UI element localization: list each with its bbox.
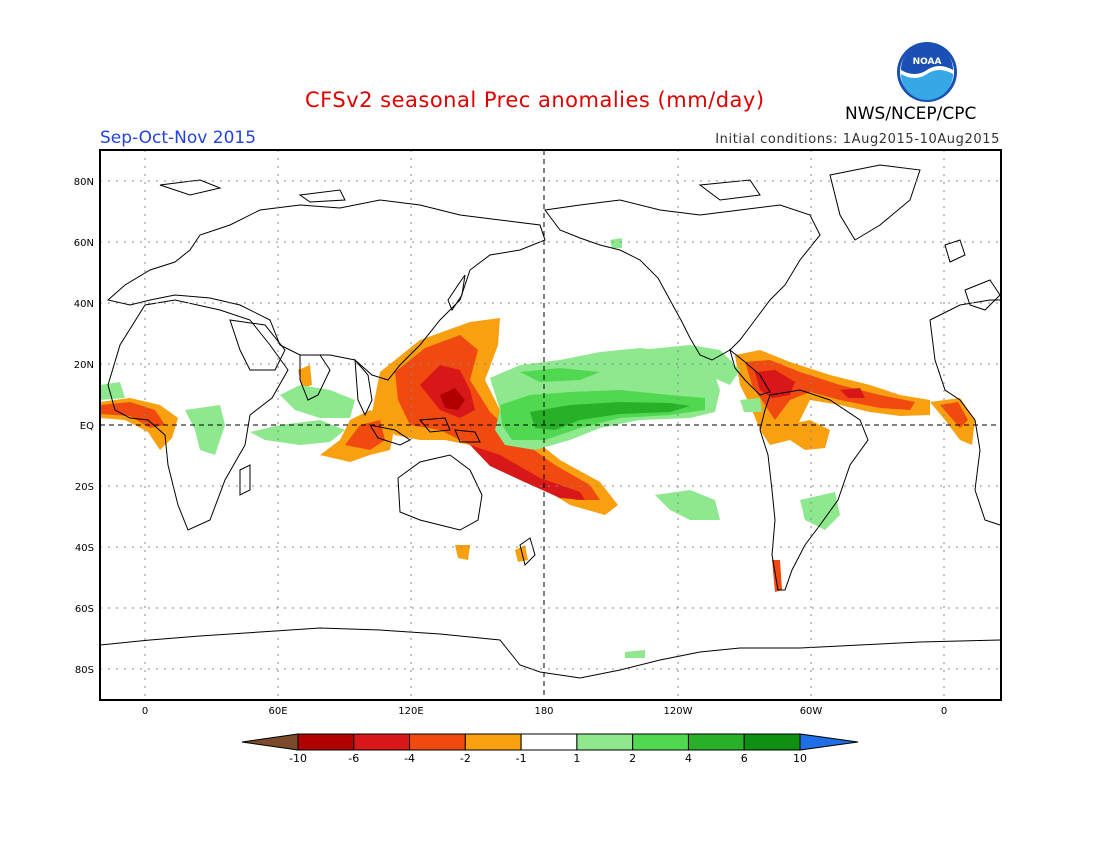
longitude-labels: 0 60E 120E 180 120W 60W 0 bbox=[142, 706, 947, 717]
colorbar-label: 4 bbox=[685, 752, 692, 765]
lat-label: 20S bbox=[75, 482, 94, 493]
colorbar-swatch bbox=[520, 733, 578, 751]
wet-anomaly-regions bbox=[100, 238, 840, 658]
lat-label: 40N bbox=[74, 299, 94, 310]
lat-label: 80N bbox=[74, 177, 94, 188]
colorbar-label: -4 bbox=[404, 752, 415, 765]
colorbar-swatch bbox=[687, 733, 745, 751]
map-title: CFSv2 seasonal Prec anomalies (mm/day) bbox=[305, 88, 765, 112]
colorbar-swatch bbox=[576, 733, 634, 751]
lat-label: 80S bbox=[75, 665, 94, 676]
colorbar-swatch bbox=[409, 733, 466, 751]
initial-conditions-label: Initial conditions: 1Aug2015-10Aug2015 bbox=[715, 132, 1000, 147]
colorbar-label: -1 bbox=[516, 752, 527, 765]
lat-label: 40S bbox=[75, 543, 94, 554]
colorbar-label: -2 bbox=[460, 752, 471, 765]
lon-label: 0 bbox=[941, 706, 947, 717]
continent-outlines bbox=[100, 164, 1001, 679]
lat-label: 20N bbox=[74, 360, 94, 371]
colorbar-swatch bbox=[632, 733, 689, 751]
colorbar-label: 1 bbox=[573, 752, 580, 765]
lon-label: 0 bbox=[142, 706, 148, 717]
colorbar-swatch bbox=[743, 733, 801, 751]
colorbar-label: 2 bbox=[629, 752, 636, 765]
colorbar-swatch bbox=[353, 733, 411, 751]
colorbar-swatch bbox=[297, 733, 355, 751]
colorbar-label: -10 bbox=[289, 752, 307, 765]
latitude-labels: 80N 60N 40N 20N EQ 20S 40S 60S 80S bbox=[74, 177, 94, 676]
colorbar-label: -6 bbox=[348, 752, 359, 765]
agency-label: NWS/NCEP/CPC bbox=[845, 104, 977, 124]
colorbar-label: 6 bbox=[741, 752, 748, 765]
map-frame bbox=[99, 149, 1002, 701]
colorbar-label: 10 bbox=[793, 752, 807, 765]
noaa-logo: NOAA bbox=[897, 42, 957, 102]
lat-label: EQ bbox=[80, 421, 94, 432]
lat-label: 60S bbox=[75, 604, 94, 615]
colorbar-arrow-right bbox=[799, 733, 859, 751]
season-label: Sep-Oct-Nov 2015 bbox=[100, 128, 257, 148]
lon-label: 120E bbox=[398, 706, 423, 717]
lon-label: 60E bbox=[268, 706, 287, 717]
lat-label: 60N bbox=[74, 238, 94, 249]
reference-lines bbox=[100, 150, 1001, 700]
lon-label: 120W bbox=[664, 706, 693, 717]
lon-label: 180 bbox=[534, 706, 553, 717]
colorbar-arrow-left bbox=[241, 733, 299, 751]
colorbar: -10 -6 -4 -2 -1 1 2 4 6 10 bbox=[241, 733, 859, 765]
colorbar-swatch bbox=[464, 733, 522, 751]
svg-text:NOAA: NOAA bbox=[913, 57, 942, 67]
dry-anomaly-regions bbox=[100, 318, 975, 592]
lon-label: 60W bbox=[800, 706, 823, 717]
